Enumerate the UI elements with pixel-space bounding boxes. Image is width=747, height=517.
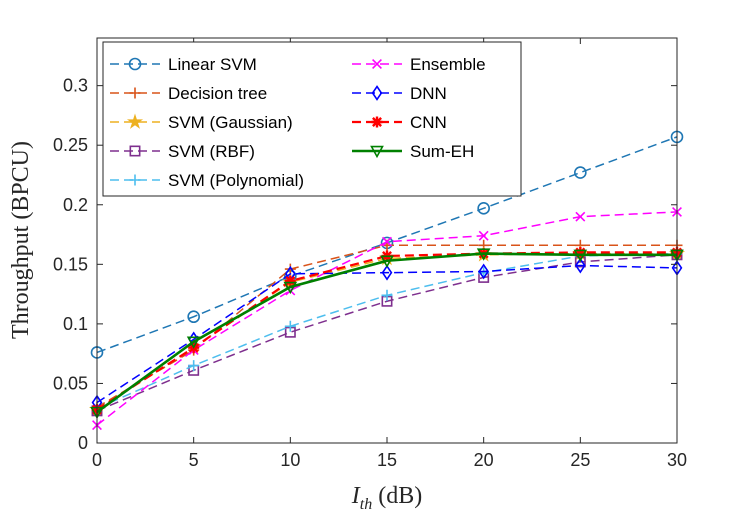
x-tick-label-2: 5 <box>189 450 199 470</box>
x-tick-label-1: 0 <box>92 450 102 470</box>
legend-item-8: CNN <box>352 113 447 132</box>
series-line-7 <box>96 264 678 404</box>
axes-layer: 0 5 10 15 20 25 30 0 0.05 0.1 0.15 0.2 0.25 0.3 <box>53 37 687 470</box>
legend-label-5: SVM (Polynomial) <box>168 171 304 190</box>
series-5-point-3 <box>284 320 296 332</box>
series-6-point-6 <box>575 211 586 222</box>
x-tick-label-5: 20 <box>474 450 494 470</box>
x-axis-title: Ith (dB) <box>351 483 422 513</box>
legend-label-9: Sum-EH <box>410 142 474 161</box>
legend-box <box>102 41 522 197</box>
legend-label-2: Decision tree <box>168 84 267 103</box>
x-tick-label-6: 25 <box>570 450 590 470</box>
legend-marker-2 <box>129 87 141 99</box>
x-tick-label-4: 15 <box>377 450 397 470</box>
series-1-point-5 <box>477 202 490 215</box>
legend-item-6: Ensemble <box>352 55 486 74</box>
legend-item-2: Decision tree <box>110 84 267 103</box>
legend-marker-8 <box>371 116 383 128</box>
legend-label-4: SVM (RBF) <box>168 142 255 161</box>
series-1-point-2 <box>187 310 200 324</box>
x-axis-title-unit: (dB) <box>372 483 422 509</box>
y-tick-label-3: 0.1 <box>63 314 88 334</box>
y-tick-label-4: 0.15 <box>53 254 88 274</box>
series-9-point-6 <box>573 249 588 262</box>
y-tick-label-5: 0.2 <box>63 195 88 215</box>
series-7-point-6 <box>574 257 586 274</box>
legend-label-6: Ensemble <box>410 55 486 74</box>
y-tick-label-1: 0 <box>78 433 88 453</box>
legend-marker-9 <box>370 145 384 159</box>
legend-marker-4 <box>129 145 141 157</box>
legend: Linear SVM Decision tree SVM (Gaussian) SVM… <box>102 41 522 197</box>
x-axis-title-sub: th <box>360 496 372 513</box>
x-tick-label-3: 10 <box>280 450 300 470</box>
y-tick-label-7: 0.3 <box>63 76 88 96</box>
legend-item-1: Linear SVM <box>110 55 257 74</box>
series-2-point-3 <box>284 263 296 275</box>
y-tick-label-2: 0.05 <box>53 373 88 393</box>
legend-marker-6 <box>372 59 382 69</box>
legend-label-1: Linear SVM <box>168 55 257 74</box>
series-9-point-4 <box>380 255 394 268</box>
legend-item-7: DNN <box>352 84 447 103</box>
series-9-point-2 <box>186 336 201 349</box>
series-1-point-6 <box>574 166 587 179</box>
legend-item-5: SVM (Polynomial) <box>110 171 304 190</box>
legend-item-9: Sum-EH <box>352 142 474 161</box>
y-tick-label-6: 0.25 <box>53 135 88 155</box>
legend-item-4: SVM (RBF) <box>110 142 255 161</box>
series-5-point-4 <box>381 289 393 301</box>
series-8-point-6 <box>574 246 586 258</box>
legend-label-3: SVM (Gaussian) <box>168 113 293 132</box>
legend-marker-1 <box>128 57 142 71</box>
series-7-point-5 <box>478 263 490 280</box>
y-axis-title: Throughput (BPCU) <box>8 141 34 339</box>
series-9-point-3 <box>283 281 298 295</box>
series-9-point-5 <box>476 248 491 261</box>
x-axis-title-main: I <box>351 483 361 509</box>
legend-item-3: SVM (Gaussian) <box>110 113 293 132</box>
series-8-point-3 <box>284 275 296 287</box>
series-7-point-4 <box>381 264 393 281</box>
legend-marker-5 <box>129 174 141 186</box>
legend-marker-7 <box>371 85 383 101</box>
legend-label-8: CNN <box>410 113 447 132</box>
series-6-point-4 <box>382 236 392 247</box>
legend-marker-3 <box>126 113 144 129</box>
x-tick-label-7: 30 <box>667 450 687 470</box>
series-6-point-5 <box>478 230 489 241</box>
series-line-9 <box>96 252 677 414</box>
legend-label-7: DNN <box>410 84 447 103</box>
series-5-point-2 <box>188 360 200 372</box>
